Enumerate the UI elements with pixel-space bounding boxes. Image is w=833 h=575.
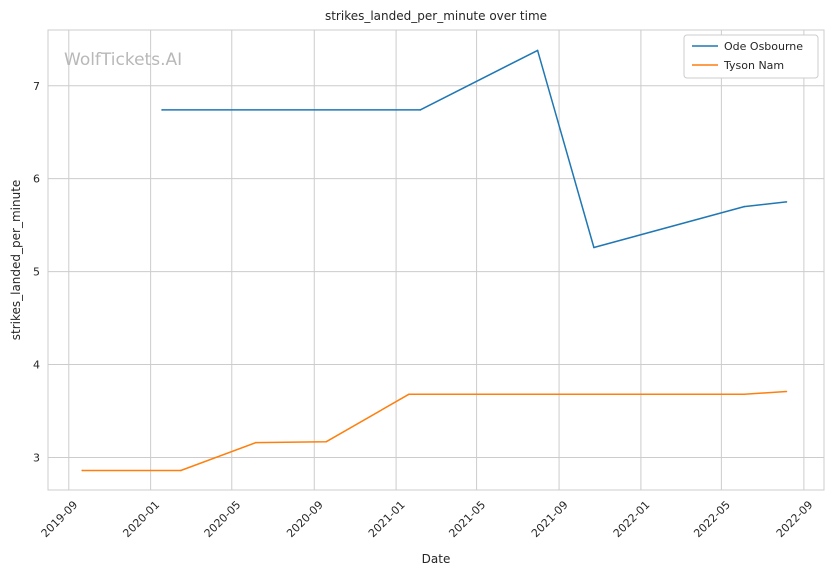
y-tick-labels: 3 4 5 6 7	[33, 80, 40, 465]
x-tick-label: 2022-09	[774, 498, 816, 540]
plot-background	[48, 30, 824, 490]
chart-title: strikes_landed_per_minute over time	[325, 9, 547, 23]
grid-lines	[48, 30, 824, 490]
y-tick-label: 5	[33, 266, 40, 279]
y-axis-label: strikes_landed_per_minute	[9, 180, 23, 341]
data-point-tyson-nam	[408, 393, 410, 396]
x-tick-label: 2021-09	[529, 498, 571, 540]
x-tick-label: 2021-05	[446, 498, 488, 540]
x-tick-label: 2019-09	[39, 498, 81, 540]
legend: Ode Osbourne Tyson Nam	[683, 34, 819, 79]
x-tick-labels: 2019-09 2020-01 2020-05 2020-09 2021-01 2021-…	[39, 498, 816, 540]
series-line-ode-osbourne	[162, 49, 787, 249]
data-point-tyson-nam	[558, 393, 560, 396]
data-point-tyson-nam	[743, 393, 745, 396]
x-tick-label: 2021-01	[366, 498, 408, 540]
x-tick-label: 2022-05	[691, 498, 733, 540]
data-point-ode-osbourne	[743, 205, 745, 208]
watermark: WolfTickets.AI	[64, 50, 182, 70]
x-tick-label: 2020-01	[120, 498, 162, 540]
y-tick-label: 7	[33, 80, 40, 93]
data-point-ode-osbourne	[536, 49, 539, 52]
data-point-tyson-nam	[255, 441, 257, 444]
data-point-tyson-nam	[325, 440, 328, 443]
series-line-tyson-nam	[82, 390, 787, 472]
y-tick-label: 4	[33, 359, 40, 372]
data-point-ode-osbourne	[593, 246, 595, 249]
legend-label-tyson-nam: Tyson Nam	[723, 59, 784, 72]
legend-label-ode-osbourne: Ode Osbourne	[724, 40, 803, 53]
data-point-ode-osbourne	[785, 201, 788, 203]
data-point-tyson-nam	[785, 390, 788, 393]
x-tick-label: 2020-09	[284, 498, 326, 540]
data-point-ode-osbourne	[161, 109, 163, 111]
x-axis-label: Date	[422, 552, 451, 566]
data-point-ode-osbourne	[419, 109, 422, 111]
y-tick-label: 3	[33, 451, 40, 464]
series-lines	[81, 49, 788, 472]
x-tick-label: 2022-01	[611, 498, 653, 540]
plot-frame	[47, 29, 825, 491]
x-tick-label: 2020-05	[202, 498, 244, 540]
data-point-tyson-nam	[179, 469, 182, 472]
y-tick-label: 6	[33, 173, 40, 186]
data-point-tyson-nam	[81, 469, 84, 472]
